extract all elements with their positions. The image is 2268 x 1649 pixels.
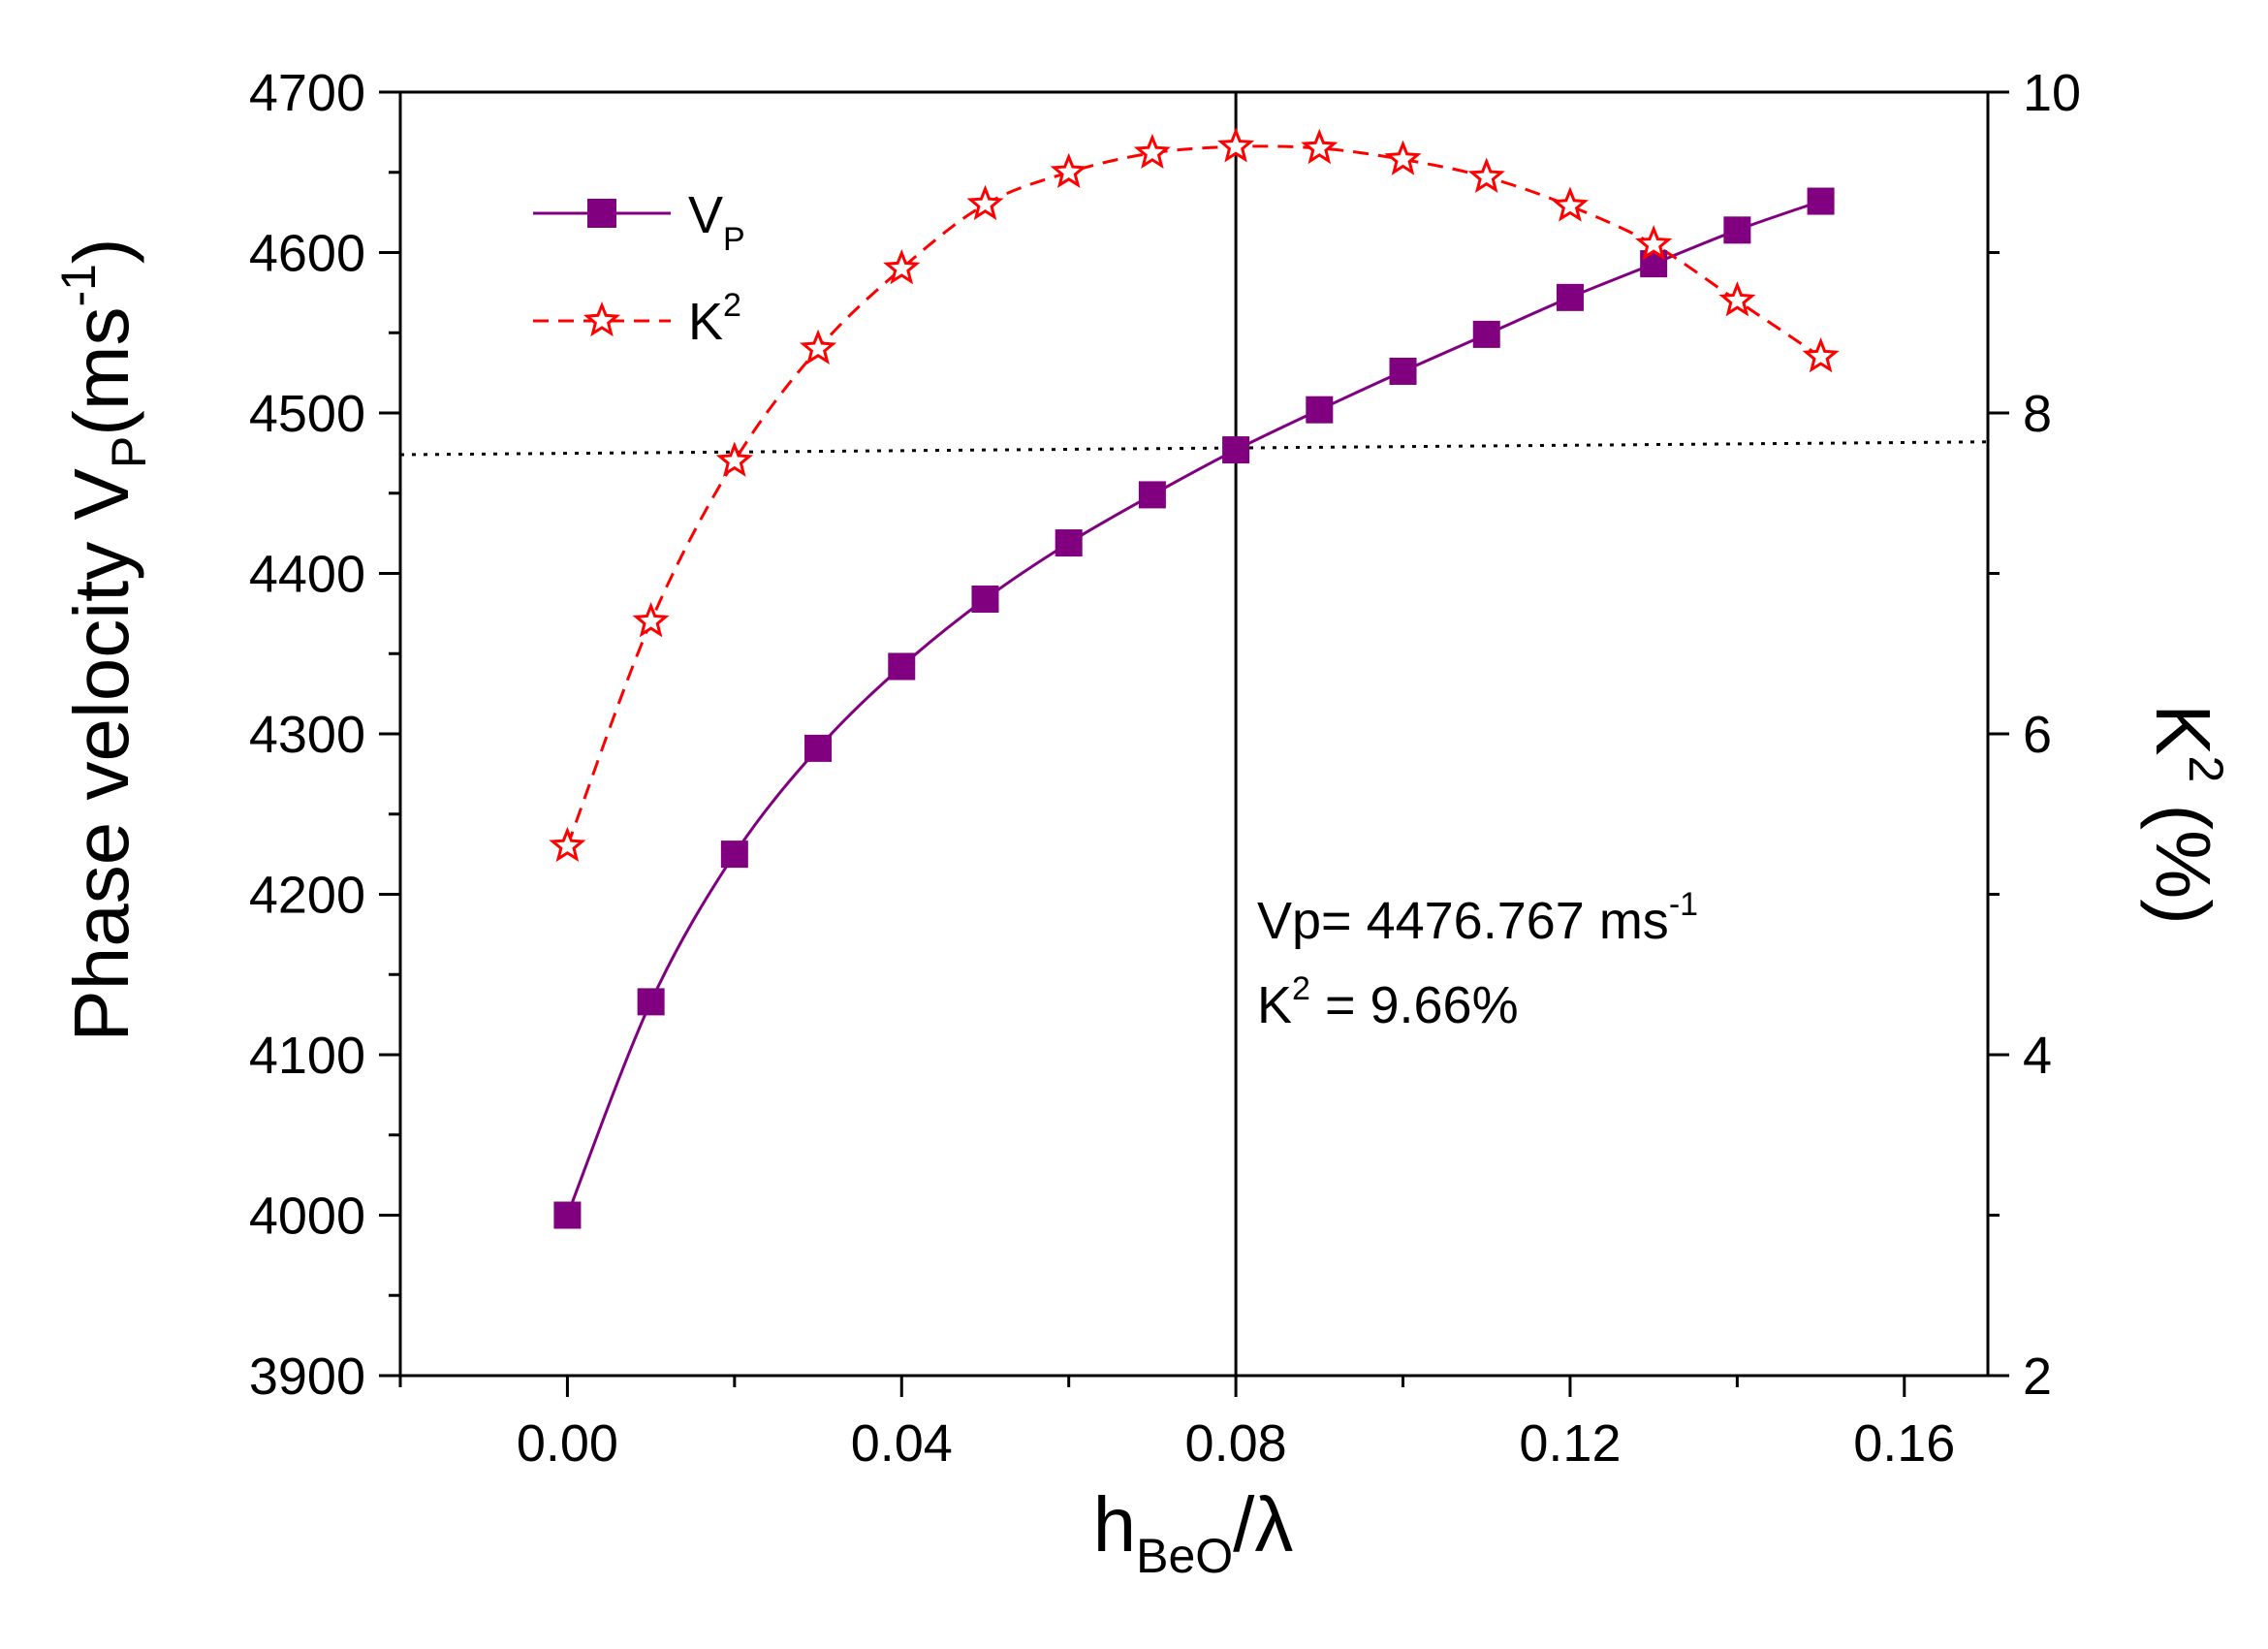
y-right-tick-label: 6 (2023, 706, 2052, 764)
y-right-title-tail: (%) (2140, 782, 2226, 925)
legend-vp-sub: P (723, 221, 745, 258)
vp-point (1723, 216, 1751, 244)
y-right-tick-label: 8 (2023, 385, 2052, 443)
annotation-line-1: Vp= 4476.767 ms-1 (1257, 886, 1698, 950)
k2-point (1384, 140, 1422, 175)
legend-k2-name: K (688, 293, 723, 351)
vp-point (971, 585, 999, 613)
vp-point (637, 988, 665, 1016)
k2-point (549, 826, 586, 863)
y-left-tick-label: 4500 (249, 385, 365, 443)
x-tick-label: 0.00 (517, 1414, 618, 1473)
y-left-tick-label: 4400 (249, 546, 365, 604)
legend-vp-name: V (688, 186, 723, 244)
series-vp-line (566, 200, 1822, 1217)
series-k2-line (565, 144, 1822, 847)
vp-point (1222, 436, 1250, 464)
vp-point (1807, 187, 1835, 215)
y-axis-right-title: K2 (%) (2140, 704, 2233, 925)
annotation-line-2: K2 = 9.66% (1257, 970, 1519, 1034)
vp-point (1055, 529, 1083, 557)
annotation-line-2-sup: 2 (1292, 970, 1310, 1007)
y-left-tick-label: 4100 (249, 1027, 365, 1085)
legend-vp-label: VP (688, 186, 745, 258)
vp-point (1556, 283, 1584, 311)
y-left-tick-label: 4000 (249, 1188, 365, 1246)
x-title-main: h (1093, 1481, 1137, 1568)
k2-point (1301, 128, 1339, 165)
y-left-title-sub: P (102, 436, 156, 468)
legend-k2-sup: 2 (723, 287, 741, 324)
x-title-tail: /λ (1233, 1481, 1293, 1568)
k2-point (1133, 133, 1171, 170)
vp-point (888, 652, 916, 681)
k2-point (1551, 186, 1590, 222)
vp-point (804, 734, 833, 762)
vp-point (1472, 320, 1500, 348)
x-axis-title: hBeO/λ (1093, 1481, 1294, 1583)
y-right-title-sup: 2 (2179, 755, 2233, 782)
y-left-tick-label: 4700 (249, 64, 365, 122)
x-tick-label: 0.12 (1519, 1414, 1621, 1473)
x-tick-label: 0.08 (1185, 1414, 1287, 1473)
reference-horizontal-dotted-line (399, 440, 1989, 457)
y-left-title-sup: -1 (51, 264, 106, 306)
x-title-sub: BeO (1136, 1529, 1233, 1583)
k2-point (1050, 152, 1087, 188)
k2-point (1467, 157, 1505, 194)
plot-area: 0.00 0.04 0.08 0.12 0.16 3900 4000 4100 4200 4300… (249, 64, 2081, 1473)
legend-k2-marker (583, 301, 621, 337)
vp-point (1306, 396, 1334, 424)
x-tick-label: 0.16 (1853, 1414, 1955, 1473)
k2-point (715, 441, 753, 477)
y-right-title-main: K (2140, 704, 2226, 755)
k2-point (1718, 281, 1756, 317)
y-left-tick-label: 3900 (249, 1348, 365, 1406)
annotation-line-2-main: K (1257, 976, 1292, 1034)
legend-vp-marker (587, 199, 616, 228)
y-right-tick-label: 4 (2023, 1027, 2052, 1085)
annotation-line-1-sup: -1 (1669, 886, 1698, 923)
k2-point (799, 329, 837, 365)
annotation-line-1-text: Vp= 4476.767 ms (1257, 892, 1669, 950)
k2-point (883, 248, 921, 285)
legend: VP K2 (533, 186, 745, 351)
y-left-tick-label: 4600 (249, 225, 365, 283)
vp-point (1138, 481, 1166, 509)
y-left-tick-label: 4300 (249, 706, 365, 764)
y-left-tick-label: 4200 (249, 867, 365, 925)
legend-k2-label: K2 (688, 287, 741, 351)
vp-point (1389, 357, 1417, 385)
k2-point (1635, 225, 1673, 261)
annotation-line-2-tail: = 9.66% (1310, 976, 1519, 1034)
y-right-tick-label: 2 (2023, 1348, 2052, 1406)
k2-point (1217, 127, 1255, 163)
y-right-tick-label: 10 (2023, 64, 2081, 122)
y-left-title-end: ) (58, 238, 144, 264)
vp-point (720, 840, 748, 869)
x-tick-label: 0.04 (851, 1414, 953, 1473)
k2-point (1802, 337, 1840, 373)
plot-frame (398, 90, 1990, 1378)
k2-point (966, 184, 1004, 221)
y-axis-left-title: Phase velocity VP(ms-1) (51, 238, 156, 1041)
vp-point (553, 1201, 582, 1229)
k2-point (632, 602, 670, 638)
y-left-title-mid: (ms (58, 307, 144, 436)
y-left-title-main: Phase velocity V (58, 468, 144, 1042)
